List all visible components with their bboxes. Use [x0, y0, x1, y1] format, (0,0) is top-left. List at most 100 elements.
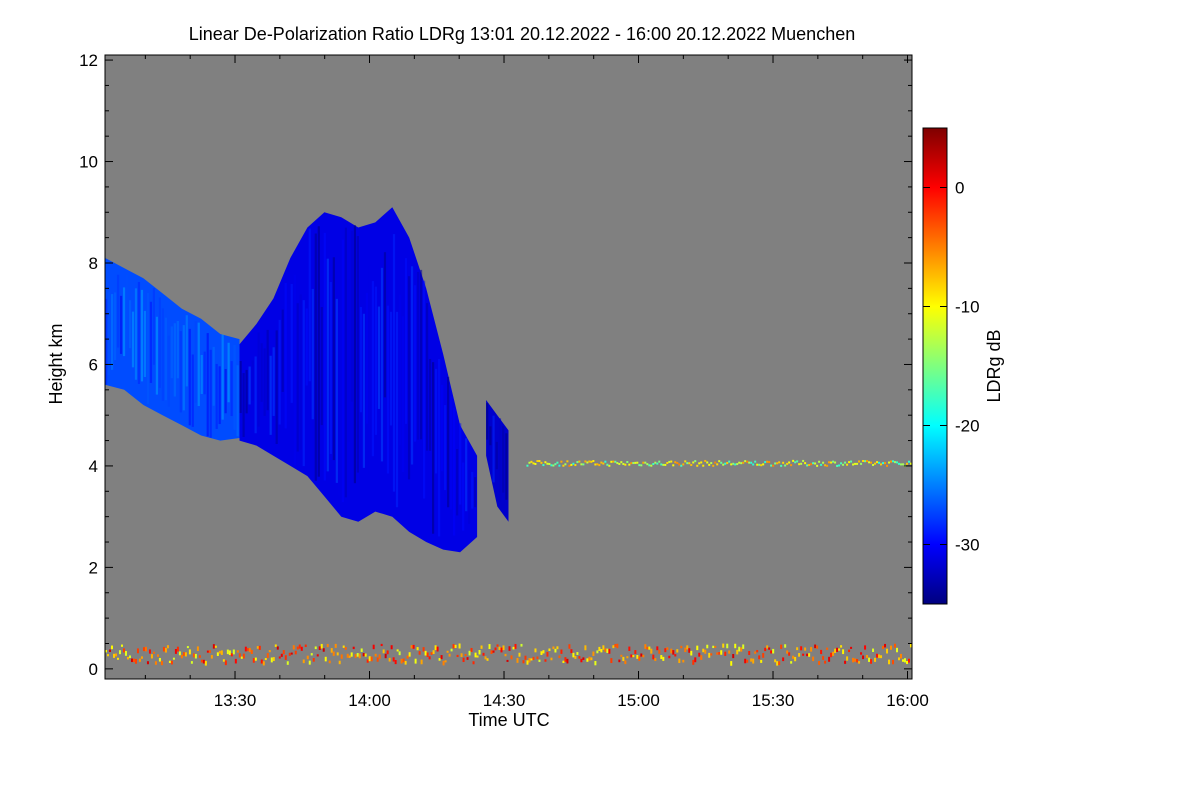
echo-speck	[678, 658, 681, 664]
echo-speck	[774, 659, 777, 663]
echo-streak	[212, 346, 215, 406]
echo-speck	[722, 463, 725, 466]
echo-speck	[780, 644, 783, 649]
echo-speck	[526, 464, 529, 467]
x-tick-label: 16:00	[886, 691, 929, 710]
echo-speck	[866, 460, 869, 463]
echo-speck	[616, 643, 619, 649]
echo-speck	[334, 643, 337, 648]
echo-streak	[170, 326, 173, 379]
echo-speck	[904, 658, 907, 663]
echo-speck	[892, 460, 895, 463]
echo-speck	[624, 463, 627, 466]
echo-streak	[456, 449, 459, 516]
echo-speck	[722, 643, 725, 648]
echo-speck	[896, 461, 899, 464]
echo-streak	[447, 376, 450, 508]
echo-streak	[143, 310, 147, 378]
echo-speck	[804, 462, 807, 465]
echo-speck	[532, 656, 535, 661]
echo-speck	[488, 644, 491, 650]
echo-speck	[356, 653, 359, 657]
echo-speck	[720, 461, 723, 464]
echo-streak	[242, 373, 245, 438]
echo-speck	[456, 654, 459, 658]
echo-speck	[112, 653, 115, 658]
echo-speck	[360, 648, 363, 652]
echo-speck	[792, 459, 795, 462]
echo-speck	[466, 657, 469, 660]
echo-speck	[840, 645, 843, 648]
echo-speck	[434, 645, 437, 651]
echo-speck	[732, 653, 735, 659]
echo-speck	[698, 652, 701, 657]
echo-streak	[459, 423, 462, 505]
echo-speck	[578, 656, 581, 659]
echo-speck	[748, 461, 751, 464]
echo-speck	[844, 461, 847, 464]
echo-speck	[768, 647, 771, 650]
echo-speck	[438, 658, 441, 661]
echo-speck	[882, 645, 885, 649]
echo-speck	[610, 658, 613, 664]
echo-speck	[810, 463, 813, 466]
echo-streak	[119, 295, 123, 354]
echo-speck	[332, 651, 335, 656]
echo-speck	[168, 660, 171, 663]
echo-speck	[578, 460, 581, 463]
echo-speck	[696, 464, 699, 467]
echo-speck	[682, 659, 685, 663]
echo-speck	[304, 644, 307, 648]
echo-speck	[828, 656, 831, 662]
echo-speck	[708, 652, 711, 658]
echo-speck	[116, 657, 119, 660]
echo-speck	[674, 461, 677, 464]
echo-speck	[208, 650, 211, 653]
echo-speck	[624, 660, 627, 665]
echo-speck	[734, 643, 737, 649]
x-tick-label: 14:00	[348, 691, 391, 710]
x-axis: 13:30 14:00 14:30 15:00 15:30 16:00	[144, 55, 929, 710]
echo-speck	[174, 648, 177, 654]
echo-streak	[377, 306, 381, 409]
echo-speck	[818, 460, 821, 463]
echo-speck	[738, 646, 741, 652]
echo-speck	[386, 650, 389, 655]
echo-speck	[454, 644, 457, 649]
echo-speck	[246, 648, 249, 652]
echo-speck	[870, 659, 873, 664]
echo-speck	[592, 460, 595, 463]
echo-streak	[236, 365, 239, 437]
echo-speck	[740, 647, 743, 652]
echo-speck	[654, 658, 657, 662]
echo-speck	[718, 652, 721, 655]
echo-speck	[606, 648, 609, 653]
echo-speck	[394, 660, 397, 665]
echo-speck	[182, 652, 185, 656]
echo-speck	[238, 653, 241, 658]
echo-streak	[197, 322, 200, 407]
echo-speck	[848, 461, 851, 464]
echo-speck	[806, 653, 809, 657]
echo-speck	[290, 652, 293, 655]
echo-speck	[650, 648, 653, 654]
colorbar	[922, 127, 948, 605]
echo-speck	[832, 460, 835, 463]
echo-speck	[152, 651, 155, 654]
echo-speck	[614, 460, 617, 463]
echo-speck	[902, 659, 905, 662]
echo-speck	[538, 659, 541, 662]
echo-speck	[306, 655, 309, 660]
echo-speck	[752, 463, 755, 466]
echo-streak	[200, 354, 203, 394]
colorbar-tick-label: -10	[955, 298, 980, 317]
echo-speck	[176, 646, 179, 652]
echo-speck	[552, 464, 555, 467]
echo-streak	[122, 287, 126, 357]
echo-speck	[696, 645, 699, 651]
echo-streak	[185, 315, 188, 387]
echo-speck	[594, 463, 597, 466]
echo-speck	[790, 464, 793, 467]
echo-speck	[142, 647, 145, 652]
echo-speck	[882, 462, 885, 465]
